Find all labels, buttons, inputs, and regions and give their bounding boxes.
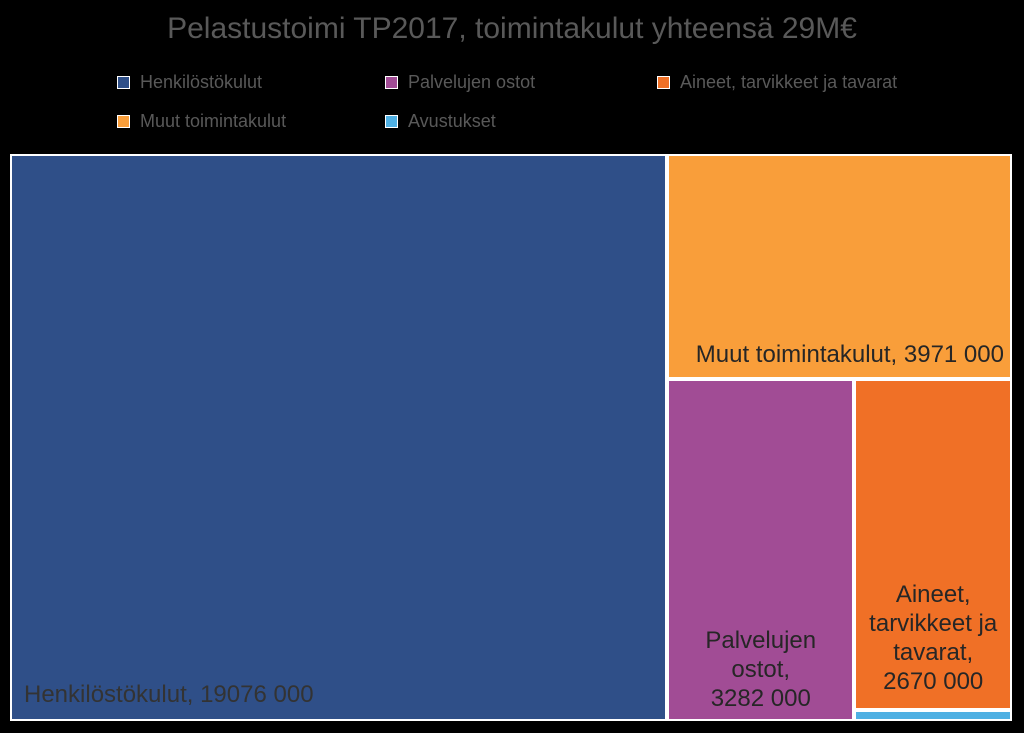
legend-item-muut-toimintakulut: Muut toimintakulut	[117, 111, 286, 132]
legend-label-avustukset: Avustukset	[408, 111, 496, 131]
tile-label-henkilostokulut: Henkilöstökulut, 19076 000	[24, 680, 314, 709]
tile-palvelujen: Palvelujen ostot, 3282 000	[669, 380, 853, 719]
legend-item-avustukset: Avustukset	[385, 111, 496, 132]
tile-muut: Muut toimintakulut, 3971 000	[669, 156, 1010, 377]
tile-label-aineet: Aineet, tarvikkeet ja tavarat, 2670 000	[860, 580, 1006, 696]
legend-label-aineet: Aineet, tarvikkeet ja tavarat	[680, 72, 898, 92]
tile-aineet: Aineet, tarvikkeet ja tavarat, 2670 000	[856, 380, 1010, 708]
chart-title: Pelastustoimi TP2017, toimintakulut yhte…	[167, 12, 857, 45]
legend-label-muut-toimintakulut: Muut toimintakulut	[140, 111, 287, 131]
tile-label-palvelujen: Palvelujen ostot, 3282 000	[675, 626, 846, 713]
tile-label-muut: Muut toimintakulut, 3971 000	[696, 340, 1004, 369]
tile-label-line: Henkilöstökulut, 19076 000	[24, 681, 314, 708]
legend-item-aineet: Aineet, tarvikkeet ja tavarat	[657, 72, 897, 93]
tile-label-line: 3282 000	[710, 684, 811, 712]
legend-swatch-avustukset	[385, 115, 398, 128]
treemap-plot-area: Henkilöstökulut, 19076 000 Muut toimintak…	[10, 154, 1012, 721]
legend-swatch-palvelujen-ostot	[385, 76, 398, 89]
tile-label-line: Palvelujen	[705, 626, 817, 654]
legend-label-palvelujen-ostot: Palvelujen ostot	[408, 72, 536, 92]
legend-item-henkilostokulut: Henkilöstökulut	[117, 72, 262, 93]
tile-label-line: tavarat,	[893, 638, 974, 666]
tile-label-line: tarvikkeet ja	[869, 609, 998, 637]
legend: Henkilöstökulut Palvelujen ostot Aineet,…	[0, 0, 1024, 140]
tile-label-line: Aineet,	[895, 580, 971, 608]
tile-avustukset	[856, 711, 1010, 719]
legend-swatch-henkilostokulut	[117, 76, 130, 89]
tile-label-line: Muut toimintakulut, 3971 000	[695, 340, 1004, 368]
tile-henkilostokulut: Henkilöstökulut, 19076 000	[12, 156, 666, 719]
legend-swatch-muut-toimintakulut	[117, 115, 130, 128]
tile-label-line: ostot,	[731, 655, 791, 683]
tile-label-line: 2670 000	[883, 667, 984, 695]
legend-swatch-aineet	[657, 76, 670, 89]
legend-label-henkilostokulut: Henkilöstökulut	[140, 72, 263, 92]
legend-item-palvelujen-ostot: Palvelujen ostot	[385, 72, 535, 93]
